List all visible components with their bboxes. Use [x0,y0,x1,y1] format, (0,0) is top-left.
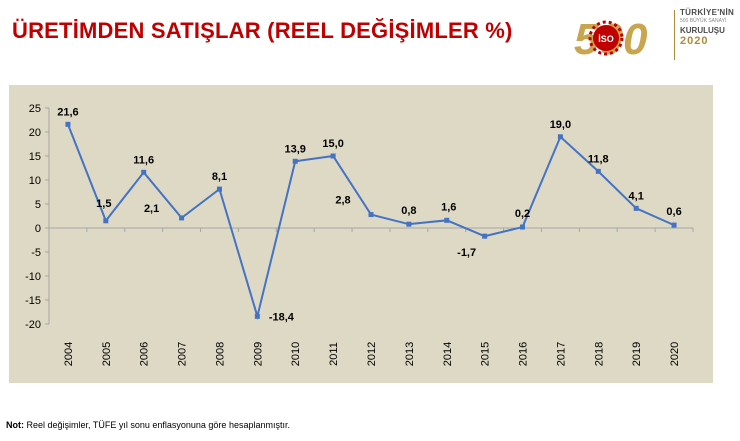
data-label: 2,8 [335,195,350,207]
data-label: 0,6 [666,206,681,218]
x-tick-label: 2005 [101,342,113,366]
data-point [103,218,109,224]
x-tick-label: 2014 [442,342,454,366]
data-label: 4,1 [629,190,644,202]
data-point [65,121,71,127]
data-label: 21,6 [57,106,78,118]
y-tick-label: -20 [25,319,41,331]
y-tick-label: 0 [35,223,41,235]
data-point [368,212,374,218]
y-tick-label: 25 [29,103,41,115]
data-point [595,168,601,174]
x-tick-label: 2009 [252,342,264,366]
x-tick-label: 2016 [518,342,530,366]
data-point [216,186,222,192]
y-tick-label: -15 [25,295,41,307]
x-tick-label: 2013 [404,342,416,366]
logo-line-4: 2020 [680,35,709,47]
data-point [254,313,260,319]
x-tick-label: 2015 [480,342,492,366]
series-line [67,123,675,321]
data-point [633,205,639,211]
data-point [179,215,185,221]
data-point [406,221,412,227]
data-label: 15,0 [322,138,343,150]
data-label: 2,1 [144,203,159,215]
chart-area: 25 20 15 10 5 0 -5 -10 -15 -20 2004 2005 2006 2007 200… [9,85,713,383]
x-tick-label: 2011 [328,342,340,366]
page-title: ÜRETİMDEN SATIŞLAR (REEL DEĞİŞİMLER %) [12,18,513,43]
data-label: 1,5 [96,198,111,210]
x-tick-label: 2006 [139,342,151,366]
data-label: 0,2 [515,208,530,220]
footnote-text: Reel değişimler, TÜFE yıl sonu enflasyon… [24,420,290,430]
logo-line-1: TÜRKİYE'NİN [680,8,735,17]
data-point [482,233,488,239]
iso-500-logo: 500 İSO [574,15,648,64]
logo-text: TÜRKİYE'NİN 500 BÜYÜK SANAYİ KURULUŞU 20… [680,8,736,47]
footnote-label: Not: [6,420,24,430]
data-label: 1,6 [441,201,456,213]
y-tick-label: 10 [29,175,41,187]
data-label: 0,8 [401,205,416,217]
logo-line-3: KURULUŞU [680,26,725,35]
y-tick-label: 5 [35,199,41,211]
data-label: 13,9 [285,143,306,155]
y-tick-label: -5 [31,247,41,259]
data-point [330,153,336,159]
data-label: 11,6 [133,154,154,166]
data-point [141,169,147,175]
data-label: 19,0 [550,119,571,131]
x-tick-label: 2007 [177,342,189,366]
data-point [292,158,298,164]
data-point [444,217,450,223]
x-tick-label: 2004 [63,342,75,366]
data-point [671,222,677,228]
logo-divider [674,10,675,60]
data-point [557,134,563,140]
data-label: -18,4 [269,311,295,323]
data-label: -1,7 [457,247,476,259]
data-label: 8,1 [212,171,227,183]
y-tick-label: 15 [29,151,41,163]
y-tick-label: -10 [25,271,41,283]
x-tick-label: 2017 [555,342,567,366]
y-tick-label: 20 [29,127,41,139]
x-tick-label: 2010 [290,342,302,366]
x-tick-label: 2020 [669,342,681,366]
logo-line-2: 500 BÜYÜK SANAYİ [680,18,727,24]
gear-icon [593,25,619,51]
footnote: Not: Reel değişimler, TÜFE yıl sonu enfl… [6,420,290,430]
x-tick-label: 2008 [214,342,226,366]
x-tick-label: 2019 [631,342,643,366]
x-tick-label: 2012 [366,342,378,366]
logo-badge: İSO [598,34,614,44]
data-label: 11,8 [588,153,609,165]
data-point [520,224,526,230]
x-tick-label: 2018 [593,342,605,366]
